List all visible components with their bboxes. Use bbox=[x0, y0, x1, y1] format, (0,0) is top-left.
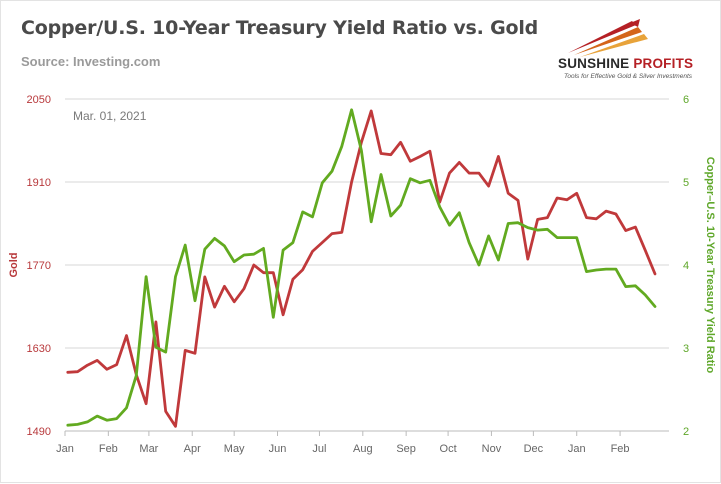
x-tick-label: Jun bbox=[269, 443, 287, 455]
copper-yield-ratio-line bbox=[66, 108, 657, 427]
sun-rays-icon bbox=[568, 19, 648, 57]
y-left-tick-label: 1770 bbox=[27, 260, 51, 272]
y-left-tick-label: 2050 bbox=[27, 94, 51, 106]
x-tick-label: Oct bbox=[440, 443, 457, 455]
y-right-tick-label: 2 bbox=[683, 426, 689, 438]
x-tick-label: Feb bbox=[611, 443, 630, 455]
x-tick-label: Dec bbox=[524, 443, 544, 455]
x-tick-label: Nov bbox=[482, 443, 502, 455]
x-tick-label: Jul bbox=[312, 443, 326, 455]
x-tick-label: Sep bbox=[396, 443, 416, 455]
x-tick-label: Mar bbox=[139, 443, 158, 455]
y-left-tick-label: 1490 bbox=[27, 426, 51, 438]
chart-source: Source: Investing.com bbox=[21, 54, 161, 69]
x-tick-label: Jan bbox=[56, 443, 74, 455]
x-tick-label: Apr bbox=[184, 443, 201, 455]
x-tick-label: Jan bbox=[568, 443, 586, 455]
date-annotation: Mar. 01, 2021 bbox=[73, 109, 147, 123]
sunshine-profits-logo: SUNSHINE PROFITS Tools for Effective Gol… bbox=[556, 15, 706, 83]
x-tick-label: May bbox=[224, 443, 245, 455]
y-right-tick-label: 5 bbox=[683, 177, 689, 189]
y-left-tick-label: 1910 bbox=[27, 177, 51, 189]
x-tick-label: Aug bbox=[353, 443, 373, 455]
y-left-axis-title: Gold bbox=[8, 252, 20, 277]
y-right-axis-title: Copper–U.S. 10-Year Treasury Yield Ratio bbox=[704, 157, 716, 374]
gold-price-line bbox=[66, 109, 657, 428]
logo-name-part2: PROFITS bbox=[629, 56, 694, 71]
y-right-tick-label: 4 bbox=[683, 260, 689, 272]
logo-tagline: Tools for Effective Gold & Silver Invest… bbox=[564, 73, 693, 80]
y-right-tick-label: 3 bbox=[683, 343, 689, 355]
logo-name: SUNSHINE PROFITS bbox=[558, 56, 693, 71]
chart-title: Copper/U.S. 10-Year Treasury Yield Ratio… bbox=[21, 17, 539, 39]
x-tick-label: Feb bbox=[99, 443, 118, 455]
y-left-tick-label: 1630 bbox=[27, 343, 51, 355]
logo-name-part1: SUNSHINE bbox=[558, 56, 630, 71]
y-right-tick-label: 6 bbox=[683, 94, 689, 106]
